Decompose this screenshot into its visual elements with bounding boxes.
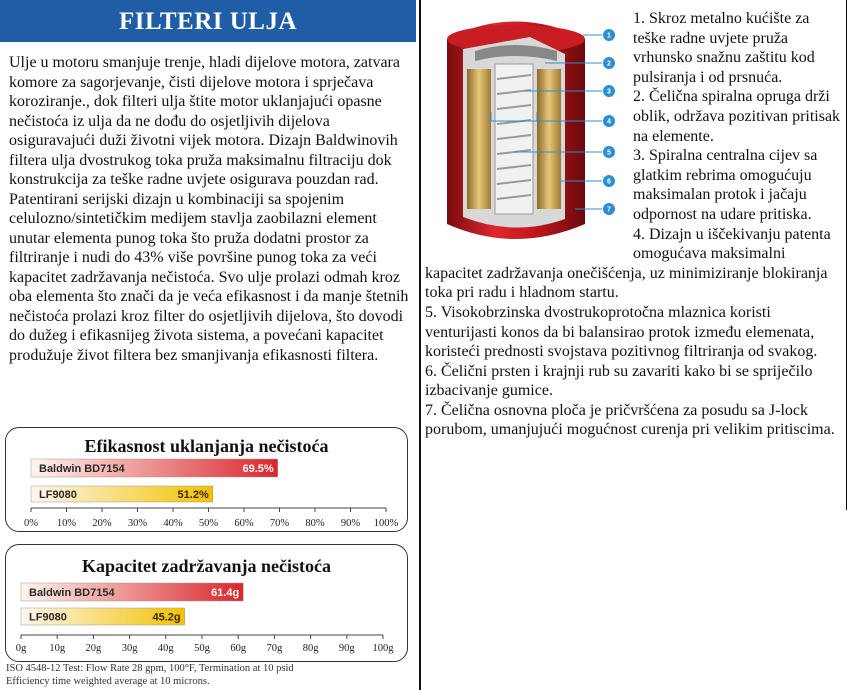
bar-value-label: 51.2% <box>178 489 209 501</box>
title: FILTERI ULJA <box>0 0 416 42</box>
x-tick-label: 70g <box>267 643 284 654</box>
bar-category-label: Baldwin BD7154 <box>29 587 115 599</box>
x-tick-label: 20% <box>92 518 112 529</box>
callout-marker <box>602 202 616 216</box>
callout-marker <box>602 28 616 42</box>
x-tick-label: 50g <box>194 643 211 654</box>
feature-item: 6. Čelični prsten i krajnji rub su zavar… <box>425 362 813 400</box>
x-tick-label: 0g <box>16 643 27 654</box>
feature-item: 1. Skroz metalno kućište za teške radne … <box>633 10 815 86</box>
x-tick-label: 0% <box>24 518 38 529</box>
bar <box>30 485 214 503</box>
callout-number: 2 <box>607 61 611 68</box>
x-tick-label: 40g <box>158 643 175 654</box>
chart: Kapacitet zadržavanja nečistoća Baldwin B… <box>16 556 395 654</box>
x-tick-label: 30g <box>122 643 139 654</box>
feature-list: 1 2 3 4 5 6 7 1. Skroz metalno kućište za tešk… <box>425 9 843 440</box>
bar-value-label: 45.2g <box>152 612 180 624</box>
callout-number: 1 <box>607 33 611 40</box>
bar-category-label: LF9080 <box>29 612 67 624</box>
bar <box>20 582 244 602</box>
x-tick-label: 70% <box>270 518 290 529</box>
feature-item: 5. Visokobrzinska dvostrukoprotočna mlaz… <box>425 303 818 361</box>
x-tick-label: 90g <box>339 643 356 654</box>
callout-number: 4 <box>607 119 611 126</box>
footnote: ISO 4548-12 Test: Flow Rate 28 gpm, 100°… <box>6 662 294 688</box>
x-tick-label: 100g <box>373 643 395 654</box>
bar-value-label: 61.4g <box>211 587 239 599</box>
callout-number: 5 <box>607 150 611 157</box>
bar-value-label: 69.5% <box>243 463 274 475</box>
feature-item: 3. Spiralna centralna cijev sa glatkim r… <box>633 147 818 223</box>
x-tick-label: 60g <box>230 643 247 654</box>
x-tick-label: 10g <box>49 643 66 654</box>
x-tick-label: 90% <box>341 518 361 529</box>
x-tick-label: 100% <box>374 518 399 529</box>
chart: Efikasnost uklanjanja nečistoća Baldwin B… <box>24 436 399 529</box>
callout-marker <box>602 114 616 128</box>
x-tick-label: 80% <box>305 518 325 529</box>
callout-marker <box>602 174 616 188</box>
x-tick-label: 60% <box>234 518 254 529</box>
bar <box>30 458 278 478</box>
x-tick-label: 40% <box>163 518 183 529</box>
chart-box: Kapacitet zadržavanja nečistoća Baldwin B… <box>5 544 408 662</box>
bar-category-label: Baldwin BD7154 <box>39 463 125 475</box>
callout-number: 3 <box>607 89 611 96</box>
callout-marker <box>602 84 616 98</box>
bar <box>20 607 185 626</box>
x-tick-label: 50% <box>199 518 219 529</box>
x-tick-label: 80g <box>303 643 320 654</box>
footnote-line: Efficiency time weighted average at 10 m… <box>6 676 210 687</box>
x-tick-label: 20g <box>86 643 103 654</box>
divider <box>419 0 421 690</box>
feature-item: 4. Dizajn u iščekivanju patenta omogućav… <box>425 225 831 302</box>
chart-title: Efikasnost uklanjanja nečistoća <box>84 436 328 456</box>
callout-number: 6 <box>607 179 611 186</box>
divider <box>846 0 847 510</box>
callout-marker <box>602 145 616 159</box>
callout-marker <box>602 56 616 70</box>
bar-category-label: LF9080 <box>39 489 77 501</box>
chart-box: Efikasnost uklanjanja nečistoća Baldwin B… <box>5 427 408 532</box>
feature-item: 7. Čelična osnovna ploča je pričvršćena … <box>425 401 835 439</box>
footnote-line: ISO 4548-12 Test: Flow Rate 28 gpm, 100°… <box>6 663 294 674</box>
chart-title: Kapacitet zadržavanja nečistoća <box>82 556 331 576</box>
x-tick-label: 10% <box>57 518 77 529</box>
intro: Ulje u motoru smanjuje trenje, hladi dij… <box>9 54 409 364</box>
callout-number: 7 <box>607 207 611 214</box>
feature-item: 2. Čelična spiralna opruga drži oblik, o… <box>633 88 841 145</box>
x-tick-label: 30% <box>128 518 148 529</box>
filter-diagram: 1 2 3 4 5 6 7 <box>447 21 616 239</box>
